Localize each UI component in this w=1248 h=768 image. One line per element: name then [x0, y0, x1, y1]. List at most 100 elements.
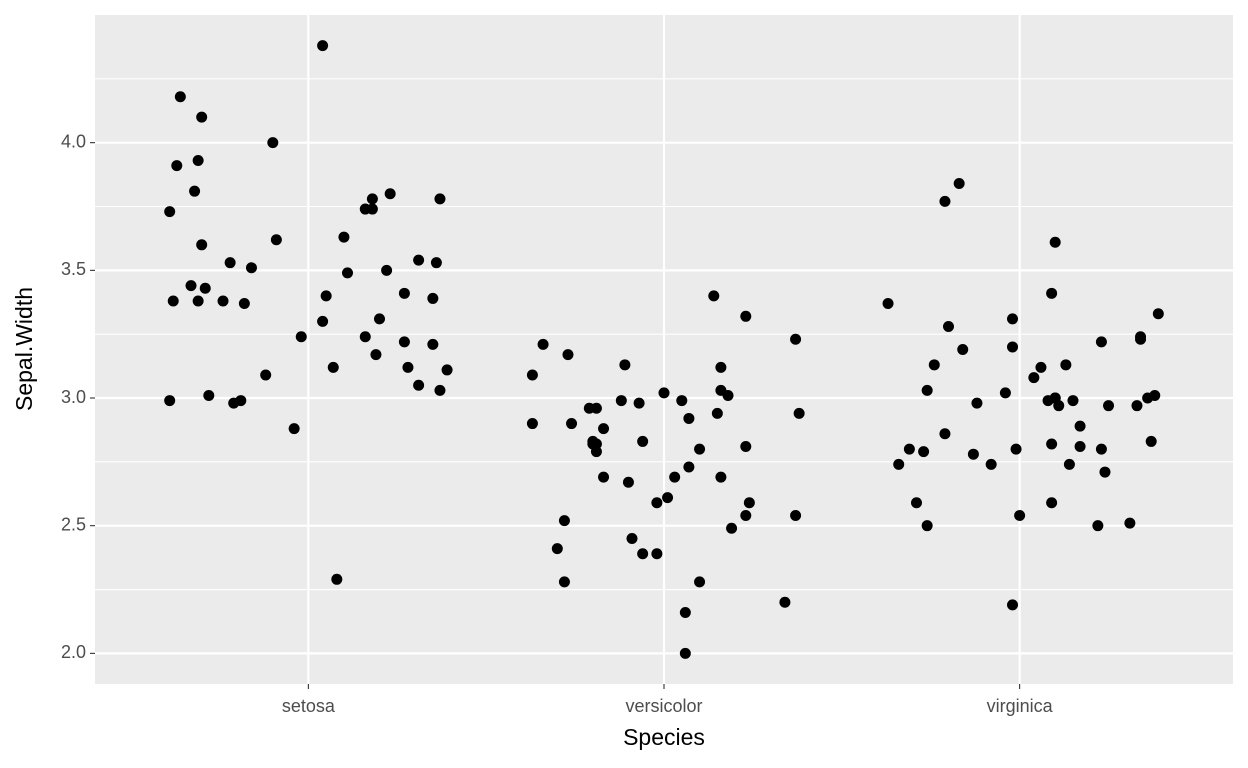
point: [715, 361, 727, 373]
point: [1145, 435, 1157, 447]
point: [1046, 287, 1058, 299]
point: [740, 310, 752, 322]
point: [967, 448, 979, 460]
point: [1103, 400, 1115, 412]
point: [224, 257, 236, 269]
point: [921, 520, 933, 532]
point: [551, 543, 563, 555]
point: [434, 193, 446, 205]
point: [1092, 520, 1104, 532]
point: [1060, 359, 1072, 371]
point: [637, 435, 649, 447]
point: [1014, 509, 1026, 521]
x-axis-title: Species: [623, 724, 705, 750]
point: [1149, 389, 1161, 401]
point: [366, 193, 378, 205]
point: [679, 647, 691, 659]
point: [743, 497, 755, 509]
point: [928, 359, 940, 371]
point: [327, 361, 339, 373]
point: [587, 438, 599, 450]
point: [999, 387, 1011, 399]
point: [430, 257, 442, 269]
point: [164, 395, 176, 407]
point: [192, 295, 204, 307]
point: [270, 234, 282, 246]
point: [245, 262, 257, 274]
point: [1049, 236, 1061, 248]
point: [260, 369, 272, 381]
point: [1010, 443, 1022, 455]
point: [526, 418, 538, 430]
point: [619, 359, 631, 371]
point: [317, 315, 329, 327]
point: [953, 178, 965, 190]
point: [1067, 395, 1079, 407]
point: [1046, 497, 1058, 509]
y-tick-label: 3.0: [61, 387, 86, 407]
point: [374, 313, 385, 325]
point: [903, 443, 915, 455]
point: [398, 287, 410, 299]
point: [174, 91, 186, 103]
point: [793, 407, 805, 419]
point: [1152, 308, 1164, 320]
point: [1135, 333, 1147, 345]
point: [726, 522, 738, 534]
point: [615, 395, 627, 407]
point: [662, 492, 674, 504]
point: [171, 160, 183, 172]
point: [921, 384, 933, 396]
point: [1095, 443, 1107, 455]
point: [590, 402, 602, 414]
point: [637, 548, 649, 560]
point: [167, 295, 179, 307]
point: [651, 548, 663, 560]
point: [971, 397, 983, 409]
point: [779, 596, 791, 608]
point: [189, 185, 201, 197]
point: [217, 295, 229, 307]
point: [295, 331, 307, 343]
point: [1007, 599, 1019, 611]
point: [413, 379, 425, 391]
point: [192, 155, 204, 167]
point: [427, 292, 439, 304]
point: [1035, 361, 1047, 373]
point: [943, 321, 954, 333]
point: [398, 336, 410, 348]
point: [598, 471, 610, 483]
point: [1099, 466, 1111, 478]
point: [366, 203, 378, 215]
point: [562, 349, 574, 361]
point: [199, 282, 211, 294]
point: [370, 349, 382, 361]
point: [1046, 438, 1058, 450]
point: [722, 389, 734, 401]
point: [359, 331, 371, 343]
point: [622, 476, 634, 488]
point: [238, 298, 250, 310]
point: [288, 423, 300, 435]
point: [985, 458, 997, 470]
point: [676, 395, 688, 407]
point: [1124, 517, 1136, 529]
point: [1049, 392, 1061, 404]
point: [658, 387, 670, 399]
point: [1074, 420, 1086, 432]
point: [918, 446, 930, 458]
point: [939, 195, 951, 207]
point: [708, 290, 720, 302]
point: [1131, 400, 1143, 412]
point: [196, 239, 208, 251]
x-tick-label: setosa: [282, 696, 336, 716]
point: [711, 407, 723, 419]
point: [434, 384, 446, 396]
point: [196, 111, 208, 123]
point: [413, 254, 425, 266]
point: [957, 344, 969, 355]
point: [910, 497, 922, 509]
point: [185, 280, 197, 292]
point: [267, 137, 279, 149]
